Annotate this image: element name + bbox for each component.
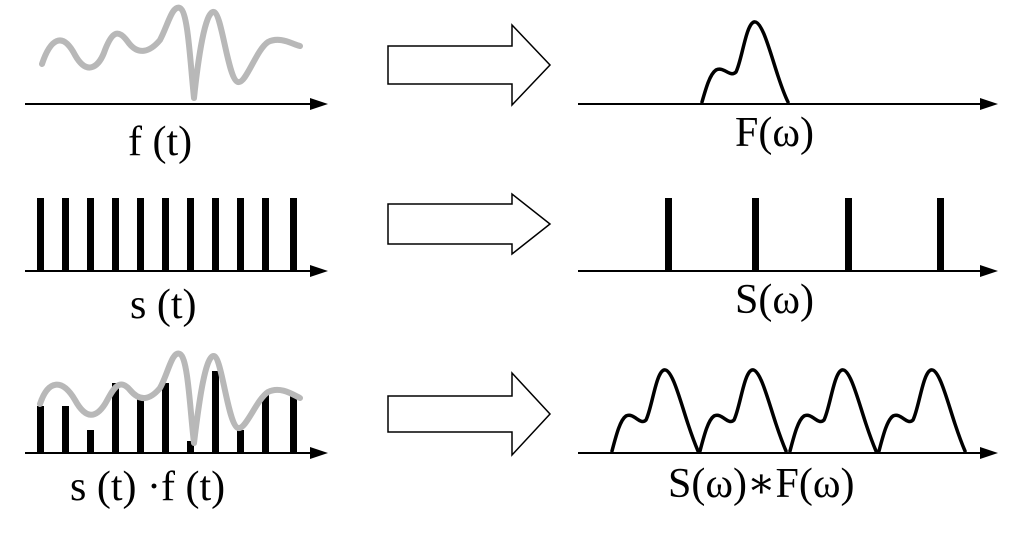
impulse-bar	[290, 198, 297, 271]
sample-bar	[37, 406, 44, 453]
sample-bar	[212, 371, 219, 453]
impulse-bar	[62, 198, 69, 271]
time-signal-plot	[25, 4, 328, 110]
spectrum-copy-curve	[698, 368, 788, 453]
sample-bar	[237, 430, 244, 453]
spectrum-plot	[578, 20, 998, 110]
sample-bar	[262, 395, 269, 453]
sample-bar	[62, 406, 69, 453]
spectral-line	[937, 198, 944, 271]
row-3: s (t) ·f (t) S(ω)∗F(ω)	[25, 350, 998, 510]
impulse-bars	[37, 198, 297, 271]
axis-arrowhead	[310, 98, 328, 110]
envelope-signal-curve	[37, 350, 303, 446]
sampled-signal-label: s (t) ·f (t)	[70, 464, 225, 510]
axis-arrowhead	[980, 447, 998, 459]
impulse-bar	[187, 198, 194, 271]
impulse-train-label: s (t)	[130, 282, 197, 328]
impulse-bar	[212, 198, 219, 271]
impulse-bar	[37, 198, 44, 271]
continuous-signal-curve	[39, 4, 303, 101]
axis-arrowhead	[980, 265, 998, 277]
row-1: f (t) F(ω)	[25, 4, 998, 165]
axis-arrowhead	[980, 98, 998, 110]
transform-arrow-icon	[387, 192, 552, 256]
sample-bar	[290, 395, 297, 453]
sample-bar	[112, 383, 119, 453]
spectrum-curve	[700, 20, 790, 104]
periodic-spectrum-plot	[578, 368, 998, 459]
transform-arrow-icon	[387, 371, 552, 457]
spectral-line	[845, 198, 852, 271]
impulse-spectrum-label: S(ω)	[735, 277, 814, 323]
sample-bar	[137, 395, 144, 453]
spectrum-label: F(ω)	[735, 110, 814, 156]
impulse-bar	[137, 198, 144, 271]
spectrum-copy-curve	[610, 368, 700, 453]
impulse-spectrum-plot	[578, 198, 998, 277]
row-2: s (t) S(ω)	[25, 192, 998, 328]
spectral-line	[665, 198, 672, 271]
sample-bars	[37, 371, 297, 453]
spectrum-copy-curve	[877, 368, 967, 453]
spectral-lines	[665, 198, 944, 271]
impulse-bar	[112, 198, 119, 271]
impulse-bar	[262, 198, 269, 271]
spectrum-copy-curve	[788, 368, 878, 453]
impulse-bar	[162, 198, 169, 271]
impulse-bar	[87, 198, 94, 271]
transform-arrow-icon	[387, 23, 552, 107]
axis-arrowhead	[310, 447, 328, 459]
time-signal-label: f (t)	[128, 119, 192, 165]
impulse-train-plot	[25, 198, 328, 277]
sample-bar	[187, 441, 194, 453]
sample-bar	[87, 430, 94, 453]
impulse-bar	[237, 198, 244, 271]
sample-bar	[162, 383, 169, 453]
spectral-line	[752, 198, 759, 271]
convolution-label: S(ω)∗F(ω)	[668, 461, 855, 507]
sampled-signal-plot	[25, 350, 328, 459]
axis-arrowhead	[310, 265, 328, 277]
